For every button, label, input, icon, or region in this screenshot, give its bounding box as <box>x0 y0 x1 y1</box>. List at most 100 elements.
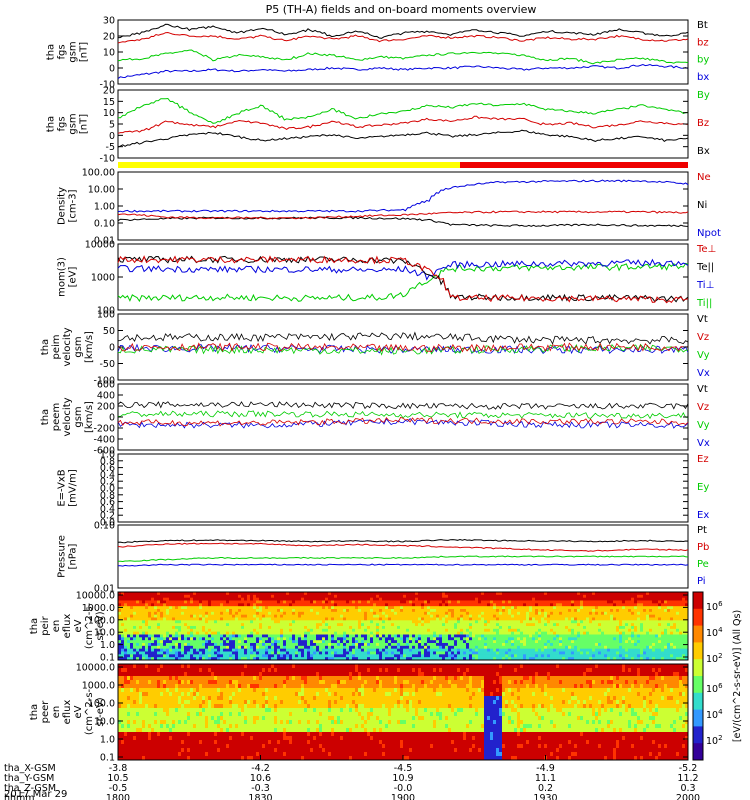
footer-value: 1900 <box>391 793 415 800</box>
y-axis-label: peer <box>40 700 51 724</box>
y-axis-label: tha <box>40 339 51 355</box>
panel-frame <box>117 313 689 381</box>
y-tick-label: 10.0 <box>94 628 115 639</box>
panel-frame <box>117 243 689 311</box>
y-tick-label: 100 <box>97 310 115 321</box>
y-axis-label: eV <box>73 619 84 632</box>
y-axis-label: peem <box>51 403 62 431</box>
y-tick-label: -600 <box>93 446 115 457</box>
colorbar-tick: 102 <box>706 734 723 747</box>
footer-value: 10.6 <box>250 773 271 784</box>
legend-entry: Te⊥ <box>696 244 716 255</box>
legend-entry: By <box>697 90 710 101</box>
y-axis-label: gsm <box>73 336 84 357</box>
footer-value: 1800 <box>106 793 130 800</box>
y-axis-label: [eV] <box>68 267 79 288</box>
legend-entry: Pi <box>697 576 706 587</box>
footer-row-label: tha_Z-GSM <box>4 783 56 794</box>
series-line-Vz <box>117 342 689 353</box>
series-line-Vz <box>117 416 689 427</box>
colorbar-tick: 104 <box>706 626 723 639</box>
y-tick-label: 10000.0 <box>76 591 115 602</box>
legend-entry: bz <box>697 37 709 48</box>
y-tick-label: 400 <box>97 391 115 402</box>
y-tick-label: 1000.0 <box>82 603 115 614</box>
legend-entry: Bt <box>697 20 708 31</box>
series-line-Npot <box>117 179 689 213</box>
legend-entry: Ex <box>697 510 709 521</box>
y-tick-label: -5 <box>106 142 115 153</box>
y-tick-label: -200 <box>93 424 115 435</box>
y-axis-label: eV <box>73 705 84 718</box>
footer-value: -0.5 <box>109 783 128 794</box>
panel-frame <box>117 171 689 241</box>
footer-value: -0.3 <box>251 783 270 794</box>
footer-row-label: tha_X-GSM <box>4 763 56 774</box>
legend-entry: Vx <box>697 368 710 379</box>
y-tick-label: 10.0 <box>94 717 115 728</box>
series-line-Pi <box>118 563 689 567</box>
footer-value: 10.9 <box>392 773 413 784</box>
y-axis-label: (cm^2-s- <box>84 688 95 735</box>
legend-entry: Npot <box>697 228 721 239</box>
plot-title: P5 (TH-A) fields and on-board moments ov… <box>266 3 537 16</box>
y-tick-label: 0.01 <box>94 236 115 247</box>
y-tick-label: 200 <box>97 402 115 413</box>
y-axis-label: gsm <box>68 41 79 62</box>
y-tick-label: 0 <box>109 413 115 424</box>
footer-value: 0.2 <box>538 783 553 794</box>
y-tick-label: 0 <box>109 131 115 142</box>
footer-row-label: tha_Y-GSM <box>4 773 54 784</box>
legend-entry: Pb <box>697 542 709 553</box>
legend-entry: Bz <box>697 118 709 129</box>
legend-entry: Bx <box>697 146 710 157</box>
y-axis-label: sr-eV) <box>95 697 106 726</box>
colorbar-tick: 104 <box>706 708 723 721</box>
y-tick-label: 0 <box>109 64 115 75</box>
y-axis-label: Density <box>57 187 68 225</box>
y-tick-label: 0.0 <box>100 518 115 529</box>
y-axis-label: [km/s] <box>84 401 95 433</box>
y-tick-label: 0.1 <box>100 753 115 764</box>
y-tick-label: -100 <box>93 376 115 387</box>
footer-row-label: hhmm <box>4 793 35 800</box>
series-line-Vx <box>117 343 689 355</box>
y-axis-label: [nT] <box>79 114 90 134</box>
y-tick-label: -10 <box>99 80 115 91</box>
colorbar-tick: 106 <box>706 682 723 695</box>
series-line-By <box>118 97 689 124</box>
y-tick-label: 0.10 <box>94 521 115 532</box>
series-line-Bx <box>117 129 689 148</box>
colorbar: 106 104 102 106 104 102 [eV/(cm^2-s-sr-eV)] (A… <box>692 591 743 761</box>
y-axis-label: velocity <box>62 397 73 436</box>
ephemeris-footer: tha_X-GSM -3.8 -4.2 -4.5 -4.9 -5.2 tha_Y-GSM 10… <box>4 755 700 800</box>
mode-bar-segment <box>460 162 688 168</box>
colorbar-tick: 102 <box>706 652 723 665</box>
y-tick-label: -10 <box>99 154 115 165</box>
legend-entry: Te|| <box>696 262 714 273</box>
y-tick-label: 0.6 <box>100 463 115 474</box>
y-tick-label: 0.1 <box>100 653 115 664</box>
y-tick-label: 0.4 <box>100 504 115 515</box>
y-axis-label: en <box>51 706 62 719</box>
panel-peer_spectrogram: 10000.0 1000.0 100.0 10.0 1.0 0.1 tha peer en efl… <box>29 663 689 764</box>
series-line-Ti <box>117 258 689 281</box>
legend-entry: Ni <box>697 200 707 211</box>
y-axis-label: [cm-3] <box>68 189 79 222</box>
colorbar-label: [eV/(cm^2-s-sr-eV)] (All Qs) <box>732 610 743 742</box>
y-axis-label: E=-VxB <box>57 469 68 506</box>
y-tick-label: 100 <box>97 306 115 317</box>
y-tick-label: 1000 <box>91 273 115 284</box>
y-tick-label: 0.10 <box>94 219 115 230</box>
y-axis-label: tha <box>46 116 57 132</box>
panel-frame <box>117 383 689 451</box>
y-tick-label: 1.0 <box>100 735 115 746</box>
y-axis-label: [km/s] <box>84 331 95 363</box>
y-tick-label: 0.4 <box>100 470 115 481</box>
panel-peim_velocity: 100 50 0 -50 -100 tha peim velocity gsm [km/s] Vt V… <box>40 310 710 387</box>
legend-entry: Vy <box>697 350 710 361</box>
